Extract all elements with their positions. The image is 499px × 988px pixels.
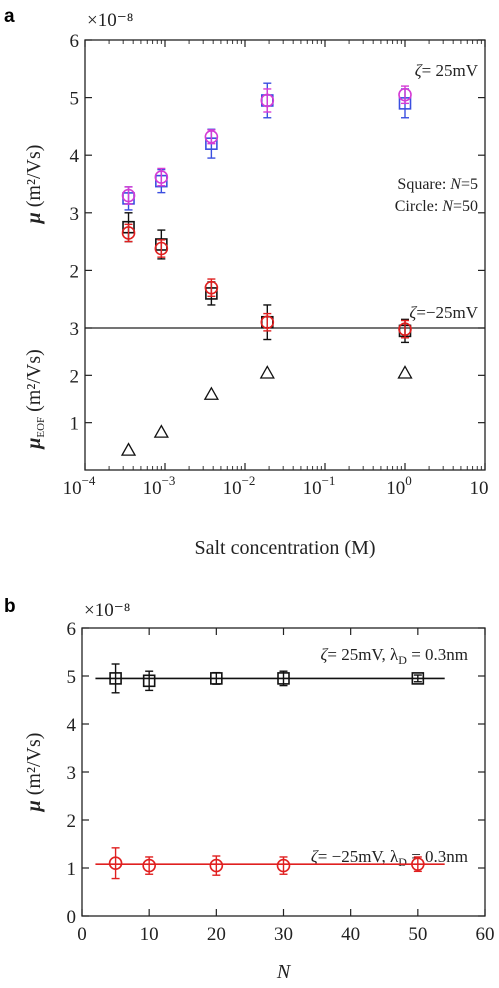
point-b-0-3 bbox=[277, 672, 290, 685]
series-b-1 bbox=[95, 847, 445, 880]
annotation-zeta-pos-b: ζ= 25mV, λD = 0.3nm bbox=[320, 645, 468, 667]
point-a-1-2 bbox=[204, 129, 219, 144]
x-tick-label-a-1: 10−3 bbox=[143, 473, 176, 499]
series-b-0 bbox=[95, 663, 445, 694]
errorbar-b-0-4 bbox=[413, 674, 422, 683]
y-tick-label-a-bottom-1: 2 bbox=[70, 366, 80, 387]
annotation-zeta-pos-a: ζ= 25mV bbox=[415, 61, 479, 80]
y-tick-label-a-top-4: 6 bbox=[70, 31, 80, 52]
point-a-3-4 bbox=[398, 322, 412, 336]
x-tick-label-b-2: 20 bbox=[207, 924, 226, 945]
panel-a-frame bbox=[84, 39, 486, 471]
errorbar-a-1-3 bbox=[263, 88, 272, 113]
y-tick-label-b-3: 3 bbox=[67, 763, 77, 784]
point-a-3-2 bbox=[204, 280, 219, 295]
x-tick-label-b-1: 10 bbox=[140, 924, 159, 945]
point-a-1-3 bbox=[260, 93, 275, 108]
point-b-0-1 bbox=[142, 674, 156, 688]
x-tick-label-a-4: 100 bbox=[386, 473, 412, 499]
panel-label-a: a bbox=[4, 6, 15, 27]
y-tick-label-a-top-0: 2 bbox=[70, 261, 80, 282]
point-b-0-2 bbox=[210, 672, 223, 685]
point-b-0-4 bbox=[411, 672, 425, 685]
point-a-3-1 bbox=[154, 241, 169, 256]
point-a-1-4 bbox=[398, 87, 412, 102]
point-b-1-1 bbox=[142, 858, 156, 873]
errorbar-b-0-1 bbox=[145, 670, 154, 692]
point-a-eof-2 bbox=[203, 386, 219, 400]
annotation-zeta-neg-b: ζ= −25mV, λD = 0.3nm bbox=[311, 847, 468, 869]
y-tick-label-a-bottom-2: 3 bbox=[70, 319, 80, 340]
x-tick-label-a-2: 10−2 bbox=[223, 473, 256, 499]
x-axis-label-b: N bbox=[276, 961, 292, 983]
y-tick-label-a-top-3: 5 bbox=[70, 89, 80, 110]
x-tick-label-b-0: 0 bbox=[77, 924, 87, 945]
y-tick-label-b-0: 0 bbox=[67, 907, 77, 928]
y-tick-label-b-2: 2 bbox=[67, 811, 77, 832]
y-tick-label-b-6: 6 bbox=[67, 619, 77, 640]
panel-a: 10−4 10−3 10−2 10−1 100 10 2 3 4 5 6 1 2 3 ×10⁻⁸ μ (m²/… bbox=[23, 10, 489, 559]
y-tick-label-a-top-2: 4 bbox=[70, 146, 80, 167]
y-tick-label-b-5: 5 bbox=[67, 667, 77, 688]
point-a-3-3 bbox=[260, 315, 275, 330]
annotation-square-a: Square: N=5 bbox=[397, 176, 478, 193]
errorbar-b-0-0 bbox=[111, 663, 120, 694]
annotation-circle-a: Circle: N=50 bbox=[395, 198, 478, 215]
exponent-note-b: ×10⁻⁸ bbox=[84, 600, 130, 621]
panel-label-b: b bbox=[4, 596, 16, 617]
errorbar-a-1-2 bbox=[207, 129, 216, 145]
errorbar-b-1-0 bbox=[111, 847, 120, 880]
point-a-eof-1 bbox=[153, 424, 169, 438]
series-a-1 bbox=[121, 85, 412, 205]
point-b-1-0 bbox=[108, 856, 123, 871]
point-b-1-3 bbox=[276, 858, 291, 873]
point-a-1-1 bbox=[154, 170, 169, 184]
point-b-1-4 bbox=[411, 857, 425, 871]
point-a-1-0 bbox=[121, 188, 136, 203]
x-tick-label-a-0: 10−4 bbox=[63, 473, 96, 499]
y-tick-label-a-bottom-0: 1 bbox=[70, 414, 80, 435]
series-a-eof-0 bbox=[120, 365, 413, 456]
point-a-eof-0 bbox=[120, 442, 137, 456]
y-axis-label-a-bottom: μEOF (m²/Vs) bbox=[23, 349, 47, 450]
x-tick-label-b-4: 40 bbox=[341, 924, 360, 945]
x-tick-label-b-6: 60 bbox=[476, 924, 495, 945]
point-a-3-0 bbox=[121, 226, 136, 240]
y-axis-label-b: μ (m²/Vs) bbox=[23, 733, 45, 813]
y-tick-label-b-4: 4 bbox=[67, 715, 77, 736]
panel-b: 0 10 20 30 40 50 60 0 1 2 3 4 5 6 ×10⁻⁸ μ (m²/Vs) Nζ= 25… bbox=[23, 600, 495, 983]
x-tick-label-b-3: 30 bbox=[274, 924, 293, 945]
y-tick-label-a-top-1: 3 bbox=[70, 204, 80, 225]
annotation-zeta-neg-a: ζ=−25mV bbox=[409, 303, 478, 322]
point-b-0-0 bbox=[109, 672, 122, 685]
x-tick-label-b-5: 50 bbox=[408, 924, 427, 945]
x-axis-label-a: Salt concentration (M) bbox=[194, 537, 375, 559]
point-a-eof-4 bbox=[397, 365, 413, 379]
x-tick-label-a-5: 10 bbox=[470, 478, 489, 499]
y-tick-label-b-1: 1 bbox=[67, 859, 77, 880]
errorbar-b-1-4 bbox=[413, 856, 422, 873]
exponent-note-a: ×10⁻⁸ bbox=[87, 10, 133, 31]
y-axis-label-a-top: μ (m²/Vs) bbox=[23, 145, 45, 225]
point-b-1-2 bbox=[209, 858, 224, 873]
series-a-3 bbox=[121, 223, 412, 339]
point-a-eof-3 bbox=[259, 365, 275, 379]
x-tick-label-a-3: 10−1 bbox=[303, 473, 336, 499]
